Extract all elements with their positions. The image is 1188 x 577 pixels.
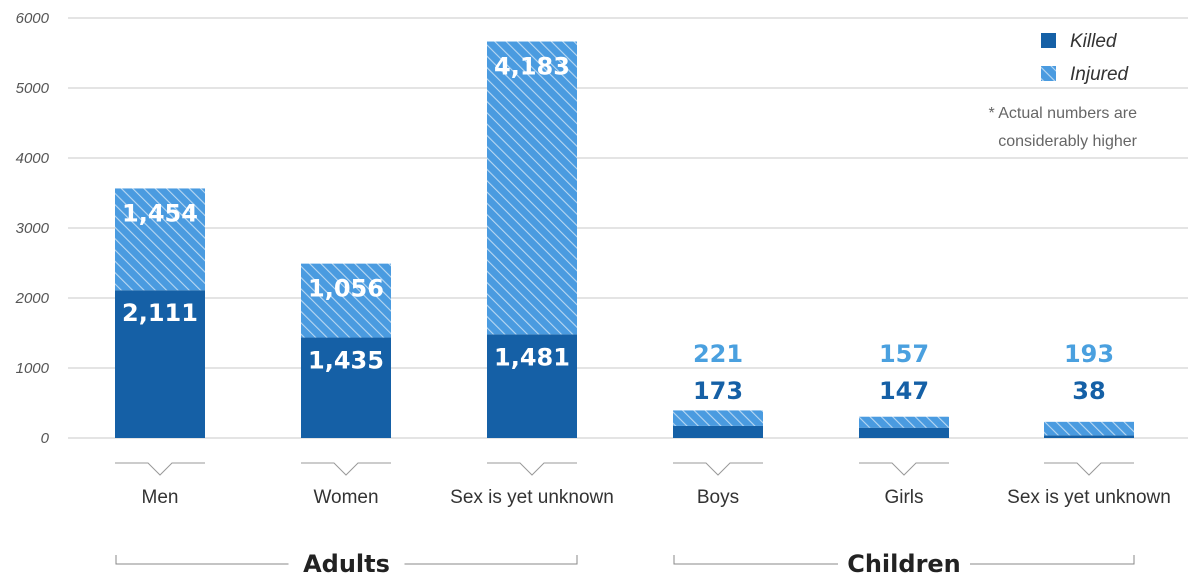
bar-killed [673, 425, 763, 438]
group-bracket [673, 555, 1135, 565]
label-injured: 157 [879, 340, 929, 368]
label-killed: 1,435 [308, 347, 384, 375]
bar-injured [115, 188, 205, 291]
bar-injured [487, 41, 577, 335]
bar-injured [301, 263, 391, 338]
group-labels: Adults Children [115, 550, 1135, 577]
group-label: Adults [303, 550, 390, 577]
bar-injured [673, 410, 763, 426]
y-axis-ticks: 0 1000 2000 3000 4000 5000 6000 [15, 10, 50, 447]
bar-killed [487, 334, 577, 438]
category-label: Sex is yet unknown [1007, 487, 1171, 508]
label-killed: 1,481 [494, 343, 570, 371]
group-label: Children [847, 550, 961, 577]
bar-killed [115, 290, 205, 438]
category-bracket [859, 462, 949, 476]
group-bracket [115, 555, 578, 565]
label-killed: 173 [693, 377, 743, 405]
category-bracket [115, 462, 205, 476]
footnote-line-2: considerably higher [998, 133, 1137, 150]
category-label: Women [313, 487, 378, 508]
category-bracket [673, 462, 763, 476]
legend-swatch-killed [1041, 33, 1056, 48]
y-tick-label: 2000 [15, 290, 50, 307]
bar-killed [1044, 435, 1134, 438]
category-label: Sex is yet unknown [450, 487, 614, 508]
label-injured: 1,056 [308, 275, 384, 303]
y-tick-label: 6000 [16, 10, 50, 27]
bar-injured [859, 416, 949, 428]
footnote-line-1: * Actual numbers are [988, 105, 1137, 122]
y-tick-label: 0 [41, 430, 50, 447]
legend-label-injured: Injured [1070, 64, 1130, 85]
footnote: * Actual numbers are considerably higher [988, 105, 1137, 150]
category-labels: Men Women Sex is yet unknown Boys Girls Sex i… [115, 462, 1171, 508]
y-tick-label: 1000 [16, 360, 50, 377]
label-injured: 221 [693, 340, 743, 368]
category-bracket [487, 462, 577, 476]
y-tick-label: 4000 [16, 150, 50, 167]
label-killed: 147 [879, 377, 929, 405]
bars [115, 41, 1134, 438]
gridlines [68, 17, 1188, 439]
category-bracket [301, 462, 391, 476]
value-labels: 2,111 1,454 1,435 1,056 1,481 4,183 173 221 147 1… [122, 53, 1114, 405]
label-injured: 193 [1064, 340, 1114, 368]
y-tick-label: 5000 [16, 80, 50, 97]
category-label: Girls [884, 487, 923, 508]
bar-killed [859, 427, 949, 438]
legend: Killed Injured [1041, 31, 1130, 85]
category-label: Boys [697, 487, 739, 508]
legend-swatch-injured [1041, 66, 1056, 81]
category-bracket [1044, 462, 1134, 476]
legend-label-killed: Killed [1070, 31, 1118, 52]
label-injured: 4,183 [494, 53, 570, 81]
y-tick-label: 3000 [16, 220, 50, 237]
bar-injured [1044, 421, 1134, 436]
label-injured: 1,454 [122, 199, 198, 227]
label-killed: 38 [1072, 377, 1105, 405]
label-killed: 2,111 [122, 299, 198, 327]
category-label: Men [142, 487, 179, 508]
bar-killed [301, 337, 391, 438]
